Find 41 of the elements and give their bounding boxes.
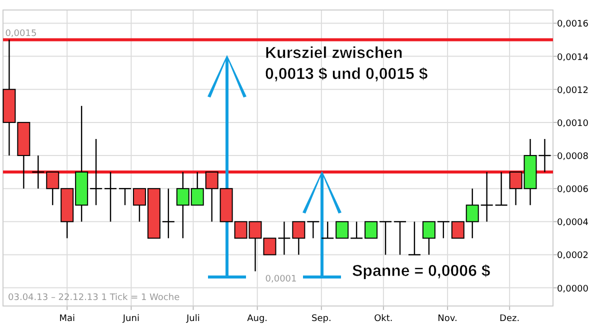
candlestick (494, 171, 508, 206)
x-tick-label: Dez. (500, 314, 520, 324)
y-tick-label: 0,0000 (557, 284, 589, 294)
y-tick-label: 0,0002 (557, 251, 588, 262)
y-tick-label: 0,0008 (557, 152, 589, 162)
y-tick-label: 0,0014 (557, 52, 589, 63)
annotation: Spanne = 0,0006 $ (352, 263, 490, 280)
candlestick (378, 221, 392, 256)
x-tick-label: Okt. (374, 314, 393, 324)
candlestick (118, 188, 132, 206)
candlestick (89, 138, 103, 206)
candlestick (306, 221, 320, 239)
candlestick (336, 221, 349, 239)
candlestick (104, 171, 118, 222)
candlestick (480, 171, 494, 222)
annotation: Kursziel zwischen 0,0013 $ und 0,0015 $ (265, 45, 428, 83)
x-tick-label: Aug. (247, 314, 268, 324)
annotation: 0,0001 (265, 274, 297, 284)
y-tick-label: 0,0010 (557, 118, 589, 129)
candlestick (393, 221, 407, 256)
candlestick (321, 221, 334, 239)
candlestick (436, 221, 450, 239)
candlestick (408, 221, 422, 256)
candlestick (278, 221, 291, 256)
candlestick (364, 221, 378, 239)
y-tick-label: 0,0016 (557, 20, 589, 30)
x-tick-label: Juni (122, 314, 140, 324)
candlestick (32, 154, 45, 190)
x-tick-label: Sep. (312, 314, 332, 324)
y-tick-label: 0,0006 (557, 185, 589, 196)
candlestick (350, 221, 364, 239)
y-tick-label: 0,0004 (557, 218, 589, 228)
y-tick-label: 0,0012 (557, 86, 588, 96)
x-tick-label: Mai (59, 314, 75, 324)
annotation: 03.04.13 – 22.12.13 1 Tick = 1 Woche (8, 293, 180, 303)
annotation: 0,0015 (5, 28, 37, 39)
candlestick (292, 221, 306, 256)
x-tick-label: Nov. (438, 314, 458, 324)
x-tick-label: Juli (186, 314, 200, 324)
candlestick (162, 188, 176, 239)
candlestick (422, 221, 436, 256)
